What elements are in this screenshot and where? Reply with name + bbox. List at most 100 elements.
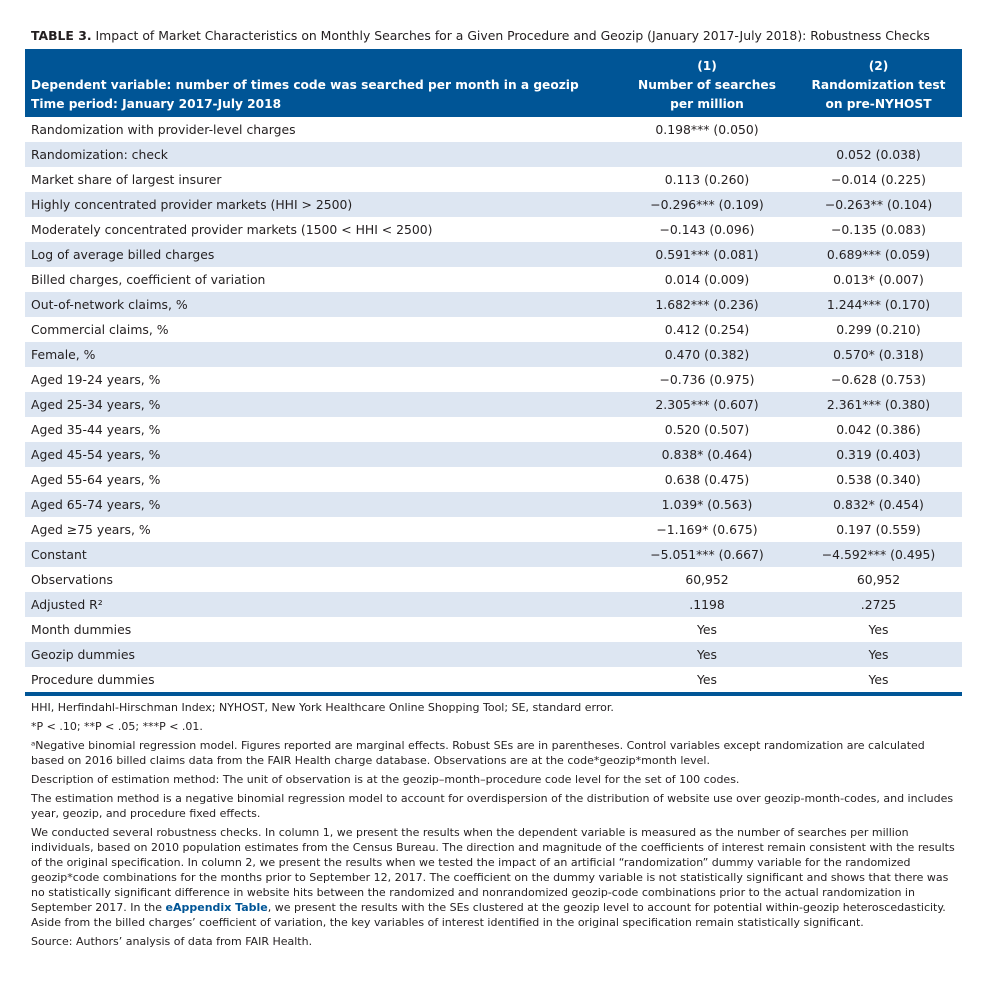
row-label: Observations bbox=[31, 572, 113, 587]
column-2-value: 1.244*** (0.170) bbox=[795, 292, 962, 317]
row-label: Randomization with provider-level charge… bbox=[31, 122, 296, 137]
column-2-value: 60,952 bbox=[856, 572, 901, 587]
column-number: (2) bbox=[868, 59, 889, 73]
column-1-value: 0.014 (0.009) bbox=[664, 272, 750, 287]
column-title-line: per million bbox=[670, 97, 744, 111]
column-1-value: 0.838* (0.464) bbox=[619, 442, 795, 467]
column-header-2: (2) Randomization test on pre-NYHOST bbox=[795, 49, 962, 117]
row-label: Aged 25-34 years, % bbox=[25, 392, 619, 417]
row-label: Aged 45-54 years, % bbox=[25, 442, 619, 467]
column-2-value: 0.570* (0.318) bbox=[795, 342, 962, 367]
row-label: Geozip dummies bbox=[25, 642, 619, 667]
time-period-label: Time period: January 2017-July 2018 bbox=[31, 97, 282, 111]
row-label: Aged 55-64 years, % bbox=[31, 472, 161, 487]
row-label: Aged ≥75 years, % bbox=[31, 522, 151, 537]
column-title-line: Number of searches bbox=[638, 78, 776, 92]
note-robustness: We conducted several robustness checks. … bbox=[31, 825, 961, 930]
table-row: Female, % 0.470 (0.382) 0.570* (0.318) bbox=[25, 342, 962, 367]
column-1-value: 0.412 (0.254) bbox=[664, 322, 750, 337]
column-2-value: 0.538 (0.340) bbox=[836, 472, 921, 487]
row-label: Aged 65-74 years, % bbox=[25, 492, 619, 517]
table-row: Commercial claims, % 0.412 (0.254) 0.299 (… bbox=[25, 317, 962, 342]
table-title: Impact of Market Characteristics on Mont… bbox=[95, 28, 930, 43]
column-title-line: on pre-NYHOST bbox=[825, 97, 932, 111]
column-title-line: Randomization test bbox=[811, 78, 946, 92]
table-row: Aged 25-34 years, % 2.305*** (0.607) 2.361… bbox=[25, 392, 962, 417]
table-row: Constant −5.051*** (0.667) −4.592*** (0.49… bbox=[25, 542, 962, 567]
table-notes: HHI, Herfindahl-Hirschman Index; NYHOST,… bbox=[31, 700, 961, 953]
row-label: Randomization: check bbox=[25, 142, 619, 167]
table-row: Aged 55-64 years, % 0.638 (0.475) 0.538 (0… bbox=[25, 467, 962, 492]
column-2-value bbox=[795, 117, 962, 142]
table-row: Billed charges, coefficient of variation… bbox=[25, 267, 962, 292]
row-label: Market share of largest insurer bbox=[31, 172, 222, 187]
column-1-value: 0.520 (0.507) bbox=[664, 422, 750, 437]
table-row: Randomization with provider-level charge… bbox=[25, 117, 962, 142]
row-label: Highly concentrated provider markets (HH… bbox=[25, 192, 619, 217]
column-2-value: .2725 bbox=[795, 592, 962, 617]
row-label: Log of average billed charges bbox=[25, 242, 619, 267]
column-1-value: 0.113 (0.260) bbox=[664, 172, 750, 187]
table-header: Dependent variable: number of times code… bbox=[25, 49, 962, 117]
table-row: Aged 45-54 years, % 0.838* (0.464) 0.319 (… bbox=[25, 442, 962, 467]
column-2-value: Yes bbox=[868, 672, 889, 687]
column-1-value: Yes bbox=[619, 642, 795, 667]
column-1-value: −1.169* (0.675) bbox=[656, 522, 758, 537]
robustness-text: , we present the results with the SEs cl… bbox=[31, 901, 946, 929]
column-1-value: 1.682*** (0.236) bbox=[619, 292, 795, 317]
note-significance: *P < .10; **P < .05; ***P < .01. bbox=[31, 720, 203, 733]
robustness-text: We conducted several robustness checks. … bbox=[31, 826, 955, 914]
row-label: Month dummies bbox=[31, 622, 132, 637]
column-1-value: 0.638 (0.475) bbox=[664, 472, 750, 487]
note-model: ᵃNegative binomial regression model. Fig… bbox=[31, 739, 925, 767]
column-2-value: 0.042 (0.386) bbox=[836, 422, 921, 437]
column-2-value: −0.135 (0.083) bbox=[831, 222, 926, 237]
column-2-value: 0.832* (0.454) bbox=[795, 492, 962, 517]
header-description: Dependent variable: number of times code… bbox=[25, 49, 619, 117]
table-caption: TABLE 3. Impact of Market Characteristics… bbox=[31, 28, 966, 44]
table-row: Aged 19-24 years, % −0.736 (0.975) −0.628 … bbox=[25, 367, 962, 392]
column-1-value: 60,952 bbox=[685, 572, 729, 587]
table-body: Randomization with provider-level charge… bbox=[25, 117, 962, 694]
table-row: Geozip dummies Yes Yes bbox=[25, 642, 962, 667]
table-row: Market share of largest insurer 0.113 (0.… bbox=[25, 167, 962, 192]
table-row: Procedure dummies Yes Yes bbox=[25, 667, 962, 694]
column-1-value: .1198 bbox=[619, 592, 795, 617]
table-row: Month dummies Yes Yes bbox=[25, 617, 962, 642]
column-1-value: 1.039* (0.563) bbox=[619, 492, 795, 517]
column-1-value: −0.296*** (0.109) bbox=[619, 192, 795, 217]
note-abbreviations: HHI, Herfindahl-Hirschman Index; NYHOST,… bbox=[31, 701, 614, 714]
column-1-value: 0.591*** (0.081) bbox=[619, 242, 795, 267]
table-number: TABLE 3. bbox=[31, 28, 92, 43]
table-row: Aged 35-44 years, % 0.520 (0.507) 0.042 (0… bbox=[25, 417, 962, 442]
row-label: Moderately concentrated provider markets… bbox=[31, 222, 433, 237]
table-row: Out-of-network claims, % 1.682*** (0.236)… bbox=[25, 292, 962, 317]
column-header-1: (1) Number of searches per million bbox=[619, 49, 795, 117]
table-row: Aged ≥75 years, % −1.169* (0.675) 0.197 (0… bbox=[25, 517, 962, 542]
row-label: Female, % bbox=[25, 342, 619, 367]
column-2-value: 0.689*** (0.059) bbox=[795, 242, 962, 267]
column-2-value: Yes bbox=[795, 642, 962, 667]
table-row: Randomization: check 0.052 (0.038) bbox=[25, 142, 962, 167]
column-2-value: 0.299 (0.210) bbox=[836, 322, 921, 337]
row-label: Adjusted R² bbox=[25, 592, 619, 617]
table-row: Observations 60,952 60,952 bbox=[25, 567, 962, 592]
column-2-value: −0.628 (0.753) bbox=[831, 372, 926, 387]
row-label: Constant bbox=[25, 542, 619, 567]
table-row: Highly concentrated provider markets (HH… bbox=[25, 192, 962, 217]
column-2-value: 0.197 (0.559) bbox=[836, 522, 921, 537]
eappendix-link[interactable]: eAppendix Table bbox=[165, 901, 268, 914]
column-1-value bbox=[619, 142, 795, 167]
table-row: Aged 65-74 years, % 1.039* (0.563) 0.832* … bbox=[25, 492, 962, 517]
column-1-value: 0.198*** (0.050) bbox=[655, 122, 759, 137]
column-1-value: Yes bbox=[696, 672, 717, 687]
table-row: Log of average billed charges 0.591*** (0… bbox=[25, 242, 962, 267]
column-1-value: Yes bbox=[696, 622, 717, 637]
column-1-value: 0.470 (0.382) bbox=[619, 342, 795, 367]
dependent-variable-label: Dependent variable: number of times code… bbox=[31, 78, 579, 92]
regression-table: Dependent variable: number of times code… bbox=[25, 49, 962, 696]
column-2-value: 0.013* (0.007) bbox=[833, 272, 924, 287]
column-2-value: 0.052 (0.038) bbox=[795, 142, 962, 167]
column-2-value: −4.592*** (0.495) bbox=[795, 542, 962, 567]
note-estimation: The estimation method is a negative bino… bbox=[31, 792, 954, 820]
